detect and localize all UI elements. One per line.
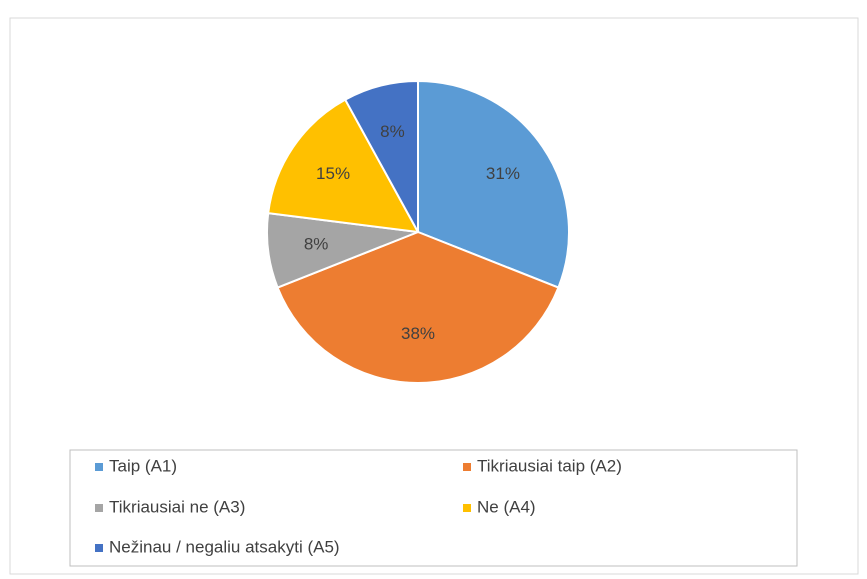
legend-label: Tikriausiai taip (A2) [477,456,622,475]
data-label: 8% [304,234,329,253]
pie-slice [267,98,420,234]
pie-slice [276,230,560,384]
legend-label: Taip (A1) [109,456,177,475]
legend-label: Ne (A4) [477,497,536,516]
legend-swatch [463,504,471,512]
legend-swatch [95,504,103,512]
data-label: 38% [401,324,435,343]
legend-swatch [95,463,103,471]
data-label: 8% [380,122,405,141]
pie-slice [343,79,419,233]
legend-box [69,449,798,567]
legend-label: Tikriausiai ne (A3) [109,497,245,516]
data-label: 15% [316,164,350,183]
legend-swatch [95,544,103,552]
legend-swatch [463,463,471,471]
data-label: 31% [486,164,520,183]
legend-label: Nežinau / negaliu atsakyti (A5) [109,537,340,556]
pie-slice [417,79,570,289]
